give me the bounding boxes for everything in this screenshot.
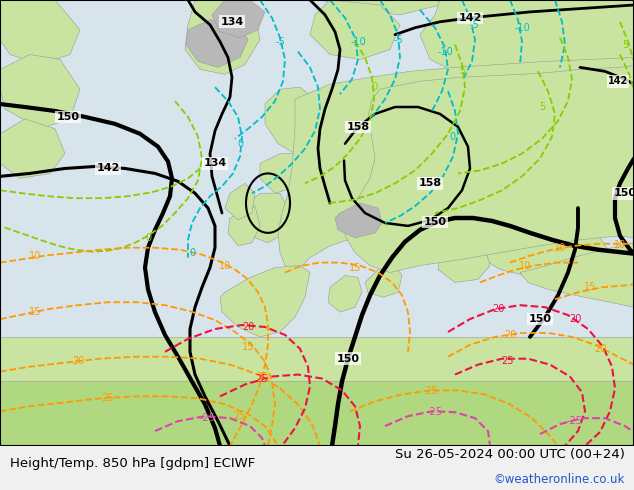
Text: -5: -5 — [393, 35, 403, 45]
Polygon shape — [420, 0, 634, 119]
Text: 10: 10 — [614, 240, 626, 250]
Text: Su 26-05-2024 00:00 UTC (00+24): Su 26-05-2024 00:00 UTC (00+24) — [394, 448, 624, 461]
Text: 20: 20 — [594, 344, 606, 354]
Text: 0: 0 — [145, 233, 151, 243]
Polygon shape — [520, 243, 634, 307]
Text: 0: 0 — [189, 247, 195, 258]
Text: 20: 20 — [504, 330, 516, 340]
Text: 5: 5 — [459, 66, 465, 76]
Text: 150: 150 — [337, 354, 359, 364]
Polygon shape — [225, 183, 255, 220]
Text: -25: -25 — [427, 407, 443, 417]
Text: 150: 150 — [529, 314, 552, 324]
Polygon shape — [265, 87, 320, 153]
Polygon shape — [0, 0, 80, 64]
Text: 158: 158 — [418, 178, 441, 188]
Polygon shape — [345, 65, 634, 272]
Polygon shape — [0, 337, 634, 382]
Text: 25: 25 — [426, 387, 438, 396]
Text: 20: 20 — [569, 314, 581, 324]
Text: 5: 5 — [539, 102, 545, 112]
Polygon shape — [480, 226, 610, 275]
Polygon shape — [0, 119, 65, 178]
Text: -10: -10 — [350, 37, 366, 47]
Polygon shape — [220, 266, 310, 337]
Text: 0: 0 — [371, 82, 377, 92]
Polygon shape — [310, 0, 400, 59]
Text: 142: 142 — [608, 76, 628, 86]
Polygon shape — [328, 275, 362, 312]
Text: -25: -25 — [200, 413, 216, 423]
Text: 5: 5 — [622, 40, 628, 49]
Text: -5: -5 — [469, 20, 479, 30]
Polygon shape — [186, 20, 248, 68]
Text: -10: -10 — [437, 47, 453, 56]
Text: 0: 0 — [449, 132, 455, 142]
Polygon shape — [240, 0, 634, 59]
Polygon shape — [0, 54, 80, 129]
Text: 15: 15 — [242, 342, 254, 352]
Text: 142: 142 — [96, 164, 120, 173]
Text: Height/Temp. 850 hPa [gdpm] ECIWF: Height/Temp. 850 hPa [gdpm] ECIWF — [10, 457, 255, 469]
Text: 25: 25 — [501, 356, 514, 366]
Text: 20: 20 — [256, 371, 268, 382]
Text: 20: 20 — [72, 356, 84, 366]
Polygon shape — [335, 203, 382, 238]
Text: 20: 20 — [242, 322, 254, 332]
Text: 15: 15 — [584, 282, 596, 293]
Text: 158: 158 — [346, 122, 370, 132]
Text: 134: 134 — [221, 17, 243, 27]
Text: 134: 134 — [204, 158, 226, 169]
Polygon shape — [212, 0, 265, 38]
Text: -25: -25 — [567, 416, 583, 426]
Polygon shape — [0, 376, 634, 446]
Text: 10: 10 — [29, 251, 41, 261]
Polygon shape — [228, 206, 260, 246]
Text: 25: 25 — [101, 393, 114, 403]
Text: 0: 0 — [237, 139, 243, 148]
Text: -10: -10 — [514, 23, 530, 33]
Text: 150: 150 — [614, 188, 634, 198]
Text: ©weatheronline.co.uk: ©weatheronline.co.uk — [493, 473, 624, 486]
Text: -5: -5 — [275, 37, 285, 47]
Text: 20: 20 — [492, 304, 504, 314]
Text: 25: 25 — [234, 411, 246, 421]
Polygon shape — [185, 0, 260, 74]
Text: 15: 15 — [349, 263, 361, 272]
Text: 142: 142 — [458, 13, 482, 23]
Text: 10: 10 — [554, 243, 566, 253]
Text: 15: 15 — [29, 307, 41, 317]
Polygon shape — [260, 153, 300, 193]
Text: 150: 150 — [56, 112, 79, 122]
Text: 10: 10 — [519, 261, 531, 270]
Text: 150: 150 — [424, 217, 446, 227]
Polygon shape — [278, 57, 634, 272]
Polygon shape — [438, 246, 490, 282]
Text: 25: 25 — [256, 373, 268, 384]
Polygon shape — [365, 266, 402, 297]
Polygon shape — [242, 193, 290, 243]
Text: 10: 10 — [219, 261, 231, 270]
